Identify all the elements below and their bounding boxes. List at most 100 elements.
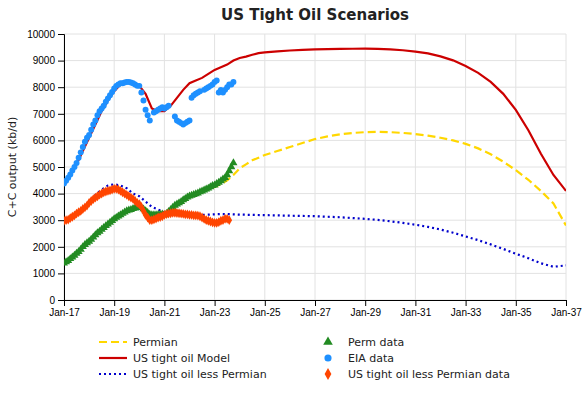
plot-marks: [64, 49, 566, 267]
scatter-point: [143, 107, 149, 113]
x-tick: Jan-37: [551, 300, 582, 318]
scatter-point: [74, 160, 80, 166]
grid-line-y: [64, 34, 566, 35]
y-tick-mark: [58, 247, 64, 248]
scatter-point: [92, 117, 98, 123]
scatter-point: [214, 78, 220, 84]
x-tick-mark: [315, 300, 316, 306]
y-tick: 9000: [33, 55, 64, 66]
legend-label: US tight oil less Permian: [133, 368, 267, 381]
x-tick: Jan-35: [501, 300, 532, 318]
y-tick-label: 2000: [33, 242, 56, 253]
x-tick-mark: [164, 300, 165, 306]
legend-item: Permian: [99, 336, 178, 349]
x-tick-label: Jan-21: [150, 307, 181, 318]
y-tick-mark: [58, 61, 64, 62]
scatter-point: [187, 117, 193, 123]
y-tick-label: 3000: [33, 215, 56, 226]
x-tick-label: Jan-31: [401, 307, 432, 318]
y-tick-label: 1000: [33, 268, 56, 279]
x-tick-mark: [566, 300, 567, 306]
y-axis-line: [58, 35, 65, 301]
legend-label: Permian: [133, 336, 178, 349]
x-tick-mark: [215, 300, 216, 306]
scatter-point: [136, 83, 142, 89]
x-tick-label: Jan-27: [300, 307, 331, 318]
scatter-point: [80, 144, 86, 150]
y-tick: 8000: [33, 82, 64, 93]
legend-label: US tight oil less Permian data: [348, 368, 510, 381]
y-axis-title: C+C output (kb/d): [6, 117, 19, 217]
x-tick-label: Jan-35: [501, 307, 532, 318]
scatter-point: [78, 149, 84, 155]
legend-item: Perm data: [323, 336, 404, 349]
y-tick-mark: [58, 220, 64, 221]
grid-line-y: [64, 60, 566, 61]
x-tick: Jan-29: [350, 300, 381, 318]
grid-line-y: [64, 113, 566, 114]
x-tick: Jan-19: [99, 300, 130, 318]
x-tick-mark: [265, 300, 266, 306]
x-tick-mark: [516, 300, 517, 306]
x-tick: Jan-33: [451, 300, 482, 318]
scatter-point: [145, 112, 151, 118]
y-tick: 3000: [33, 215, 64, 226]
series-line: [64, 184, 566, 266]
grid-line-y: [64, 273, 566, 274]
x-tick-label: Jan-29: [350, 307, 381, 318]
y-tick: 10000: [27, 29, 64, 40]
y-tick-mark: [58, 87, 64, 88]
scatter-point: [86, 132, 92, 138]
x-tick-label: Jan-25: [250, 307, 281, 318]
x-tick: Jan-31: [401, 300, 432, 318]
chart-svg: US Tight Oil ScenariosJan-17Jan-19Jan-21…: [0, 0, 588, 400]
grid-line-y: [64, 193, 566, 194]
legend-item: EIA data: [324, 352, 394, 365]
grid-line-y: [64, 220, 566, 221]
y-tick: 1000: [33, 268, 64, 279]
x-axis-line: [65, 301, 567, 307]
chart-title: US Tight Oil Scenarios: [221, 6, 409, 24]
scatter-point: [141, 98, 147, 104]
scatter-point: [229, 158, 237, 165]
scatter-point: [230, 79, 236, 85]
scatter-point: [88, 127, 94, 133]
x-tick-mark: [415, 300, 416, 306]
x-tick-label: Jan-23: [200, 307, 231, 318]
y-tick: 4000: [33, 188, 64, 199]
y-tick-mark: [58, 300, 64, 301]
scatter-point: [166, 103, 172, 109]
x-tick-label: Jan-19: [99, 307, 130, 318]
y-tick-label: 0: [49, 295, 55, 306]
legend-item: US tight oil less Permian: [99, 368, 267, 381]
x-tick-label: Jan-37: [551, 307, 582, 318]
x-tick: Jan-23: [200, 300, 231, 318]
grid: [64, 34, 566, 300]
y-tick-mark: [58, 167, 64, 168]
x-tick-mark: [466, 300, 467, 306]
scatter-point: [76, 155, 82, 161]
y-tick-label: 6000: [33, 135, 56, 146]
y-tick-label: 10000: [27, 29, 55, 40]
legend-label: EIA data: [348, 352, 394, 365]
legend-label: Perm data: [348, 336, 404, 349]
legend-item: US tight oil Model: [99, 352, 230, 365]
legend-swatch: [99, 357, 127, 359]
legend-swatch: [325, 368, 332, 380]
y-tick-mark: [58, 273, 64, 274]
grid-line-y: [64, 167, 566, 168]
y-tick-mark: [58, 34, 64, 35]
legend-swatch: [99, 341, 127, 343]
scatter-point: [147, 117, 153, 123]
y-tick: 5000: [33, 162, 64, 173]
y-tick-label: 8000: [33, 82, 56, 93]
scatter-point: [138, 90, 144, 96]
y-tick-label: 7000: [33, 109, 56, 120]
y-tick: 6000: [33, 135, 64, 146]
x-tick: Jan-27: [300, 300, 331, 318]
x-tick-mark: [114, 300, 115, 306]
x-axis: Jan-17Jan-19Jan-21Jan-23Jan-25Jan-27Jan-…: [49, 300, 582, 318]
series-line: [64, 49, 566, 191]
y-tick-label: 5000: [33, 162, 56, 173]
y-tick-mark: [58, 114, 64, 115]
